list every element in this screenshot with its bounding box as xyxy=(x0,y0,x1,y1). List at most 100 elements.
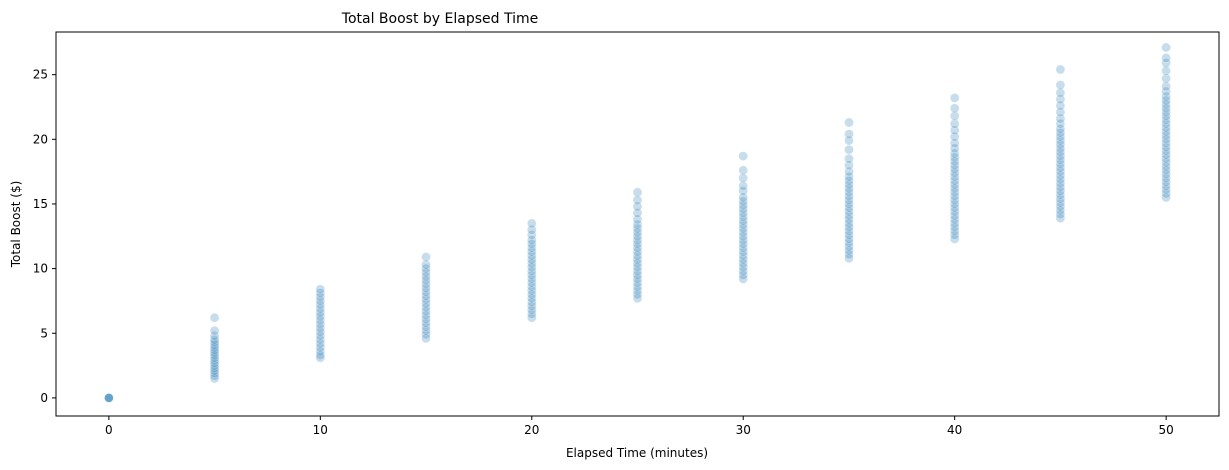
data-point xyxy=(738,239,749,249)
data-point xyxy=(844,195,854,205)
data-point xyxy=(844,214,854,225)
data-point xyxy=(315,315,326,326)
data-point xyxy=(632,243,643,253)
data-point xyxy=(1161,157,1171,168)
data-point xyxy=(526,266,537,277)
data-point xyxy=(1055,186,1066,196)
data-point xyxy=(632,289,643,300)
data-point xyxy=(1055,143,1066,154)
data-point xyxy=(1161,169,1171,179)
data-point xyxy=(209,363,220,374)
data-point xyxy=(1055,197,1066,208)
data-point xyxy=(421,325,431,336)
data-point xyxy=(1055,159,1066,169)
data-point xyxy=(844,117,854,128)
data-point xyxy=(949,191,960,201)
data-point xyxy=(949,119,960,129)
data-point xyxy=(1161,95,1171,106)
data-point xyxy=(949,152,960,163)
data-point xyxy=(1161,130,1171,141)
data-point xyxy=(844,160,854,170)
data-point xyxy=(526,277,537,288)
data-point xyxy=(1055,166,1066,177)
data-point xyxy=(1161,111,1171,121)
x-tick-label: 40 xyxy=(947,423,962,437)
data-point xyxy=(526,301,537,311)
data-point xyxy=(844,183,854,194)
data-point xyxy=(632,214,643,225)
data-point xyxy=(1055,119,1066,129)
data-point xyxy=(104,393,114,403)
data-point xyxy=(209,350,220,361)
data-point xyxy=(1161,184,1171,195)
data-point xyxy=(315,307,326,318)
y-axis-ticks: 0 5 10 15 20 25 xyxy=(33,68,56,405)
data-point xyxy=(421,275,431,286)
data-point xyxy=(1055,209,1066,220)
data-point xyxy=(315,288,326,299)
x-tick-label: 30 xyxy=(736,423,751,437)
data-point xyxy=(1161,66,1171,76)
data-point xyxy=(209,345,220,355)
data-point xyxy=(209,334,220,345)
data-point xyxy=(632,208,643,218)
data-point xyxy=(844,172,854,182)
data-point xyxy=(1161,107,1171,117)
data-point xyxy=(844,230,854,240)
data-point xyxy=(526,312,537,323)
data-point xyxy=(315,319,326,330)
data-point xyxy=(209,360,220,371)
data-point xyxy=(738,196,749,207)
data-point xyxy=(1055,64,1066,75)
data-point xyxy=(844,187,854,198)
data-point xyxy=(738,216,749,226)
data-point xyxy=(844,222,854,232)
data-point xyxy=(844,237,854,248)
data-point xyxy=(526,243,537,253)
data-point xyxy=(1055,201,1066,212)
data-point xyxy=(1161,165,1171,176)
data-point xyxy=(209,355,220,366)
data-point xyxy=(949,93,960,103)
data-point xyxy=(949,222,960,232)
y-axis-label: Total Boost ($) xyxy=(9,181,23,269)
data-point xyxy=(209,337,220,348)
data-point xyxy=(1055,128,1066,138)
data-point xyxy=(738,186,749,196)
data-point xyxy=(949,103,960,114)
data-point xyxy=(526,250,537,261)
data-point xyxy=(526,281,537,292)
data-point xyxy=(738,192,749,203)
data-point xyxy=(1161,173,1171,183)
data-point xyxy=(315,346,326,357)
data-point xyxy=(949,143,960,154)
data-point xyxy=(1161,150,1171,160)
data-point xyxy=(526,230,537,240)
data-point xyxy=(949,210,960,221)
data-point xyxy=(315,296,326,306)
data-point xyxy=(949,164,960,174)
data-point xyxy=(421,294,431,305)
data-point xyxy=(1055,151,1066,161)
data-point xyxy=(1161,115,1171,125)
data-point xyxy=(738,258,749,269)
data-points xyxy=(104,42,1171,403)
data-point xyxy=(738,204,749,214)
data-point xyxy=(1161,142,1171,152)
data-point xyxy=(949,230,960,240)
data-point xyxy=(949,175,960,186)
data-point xyxy=(844,175,854,186)
y-tick-label: 15 xyxy=(33,197,48,211)
data-point xyxy=(844,249,854,260)
data-point xyxy=(104,393,114,403)
data-point xyxy=(209,325,220,336)
data-point xyxy=(738,151,749,161)
data-point xyxy=(1055,80,1066,90)
data-point xyxy=(1055,213,1066,223)
data-point xyxy=(738,266,749,277)
data-point xyxy=(632,219,643,230)
data-point xyxy=(738,274,749,284)
data-point xyxy=(1055,139,1066,150)
data-point xyxy=(209,330,220,341)
